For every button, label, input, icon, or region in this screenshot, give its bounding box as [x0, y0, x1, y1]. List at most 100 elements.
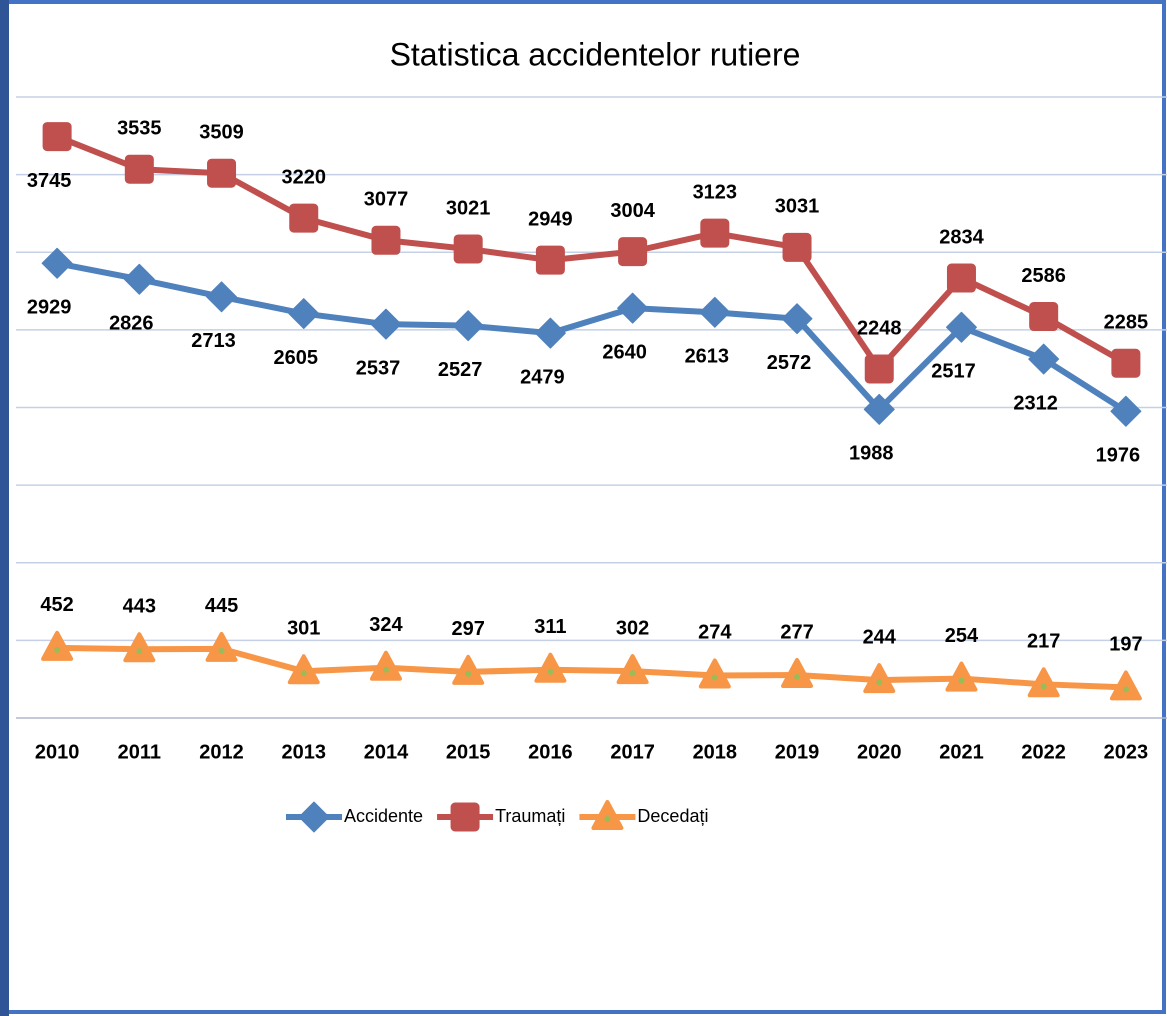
marker-dot: [604, 816, 611, 822]
x-tick-label: 2016: [528, 741, 573, 763]
data-label: 3021: [446, 197, 491, 219]
marker-dot: [711, 674, 718, 681]
data-label: 2613: [685, 346, 730, 368]
point: [534, 652, 567, 683]
point: [700, 218, 730, 248]
point: [863, 663, 896, 694]
x-tick-label: 2021: [939, 741, 984, 763]
data-label: 2605: [274, 347, 319, 369]
data-label: 2537: [356, 357, 401, 379]
data-label: 2248: [857, 317, 902, 339]
marker-dot: [218, 647, 225, 654]
point: [945, 311, 977, 343]
x-tick-label: 2010: [35, 741, 80, 763]
marker-dot: [300, 670, 307, 677]
point: [945, 661, 978, 692]
x-tick-label: 2017: [610, 741, 655, 763]
series-line: [56, 260, 1128, 414]
x-tick-label: 2012: [199, 741, 244, 763]
data-label: 2586: [1021, 265, 1066, 287]
point: [287, 654, 320, 685]
data-label: 324: [369, 614, 403, 636]
marker-dot: [958, 677, 965, 684]
data-label: 2517: [931, 361, 976, 383]
legend-marker: [298, 801, 330, 833]
point: [781, 657, 814, 688]
data-label: 3004: [610, 200, 655, 222]
marker-dot: [629, 670, 636, 677]
x-tick-label: 2023: [1104, 741, 1149, 763]
x-tick-label: 2020: [857, 741, 902, 763]
data-label: 274: [698, 622, 732, 644]
legend-label: Accidente: [344, 806, 423, 826]
point: [1028, 343, 1060, 375]
marker-dot: [136, 648, 143, 655]
data-label: 244: [863, 626, 897, 648]
point: [698, 658, 731, 689]
data-label: 3509: [199, 122, 244, 144]
x-tick-label: 2015: [446, 741, 491, 763]
series-line: [57, 644, 1127, 691]
data-label: 3745: [27, 170, 72, 192]
x-tick-label: 2019: [775, 741, 820, 763]
data-label: 1988: [849, 443, 894, 465]
point: [864, 354, 894, 384]
data-label: 3077: [364, 189, 409, 211]
legend-marker: [591, 800, 624, 830]
marker-dot: [876, 679, 883, 686]
point: [41, 630, 74, 661]
x-tick-label: 2018: [693, 741, 738, 763]
marker-dot: [1122, 686, 1129, 693]
point: [42, 122, 72, 152]
point: [1111, 348, 1141, 378]
legend-label: Decedați: [637, 806, 708, 826]
point: [123, 632, 156, 663]
point: [946, 263, 976, 293]
data-label: 311: [534, 616, 566, 638]
data-label: 2479: [520, 366, 565, 388]
data-label: 197: [1109, 634, 1142, 656]
data-label: 3031: [775, 196, 820, 218]
data-label: 2834: [939, 226, 984, 248]
data-label: 452: [40, 594, 73, 616]
point: [452, 310, 484, 342]
x-tick-label: 2011: [118, 741, 161, 763]
chart-title: Statistica accidentelor rutiere: [390, 36, 801, 72]
data-label: 2640: [602, 341, 647, 363]
data-label: 2949: [528, 208, 573, 230]
marker-dot: [54, 646, 61, 653]
data-label: 3220: [282, 166, 327, 188]
data-label: 3535: [117, 117, 162, 139]
data-label: 3123: [693, 181, 738, 203]
data-label: 445: [205, 595, 238, 617]
data-label: 254: [945, 625, 979, 647]
point: [206, 281, 238, 313]
data-label: 1976: [1096, 445, 1141, 467]
point: [1110, 395, 1142, 427]
point: [617, 292, 649, 324]
marker-dot: [382, 666, 389, 673]
data-label: 301: [287, 618, 320, 640]
point: [453, 234, 483, 264]
legend-label: Traumați: [495, 806, 565, 826]
point: [1029, 302, 1059, 332]
data-label: 2929: [27, 297, 72, 319]
point: [781, 303, 813, 335]
legend-marker: [450, 802, 480, 832]
data-label: 2285: [1104, 312, 1149, 334]
data-label: 297: [451, 618, 484, 640]
point: [782, 232, 812, 262]
point: [699, 296, 731, 328]
point: [1027, 667, 1060, 698]
data-label: 2312: [1013, 392, 1058, 414]
point: [535, 245, 565, 275]
point: [41, 247, 73, 279]
x-tick-label: 2013: [282, 741, 327, 763]
x-tick-label: 2014: [364, 741, 409, 763]
point: [207, 158, 237, 188]
data-label: 443: [123, 596, 156, 618]
data-label: 277: [780, 621, 813, 643]
data-label: 2826: [109, 313, 154, 335]
